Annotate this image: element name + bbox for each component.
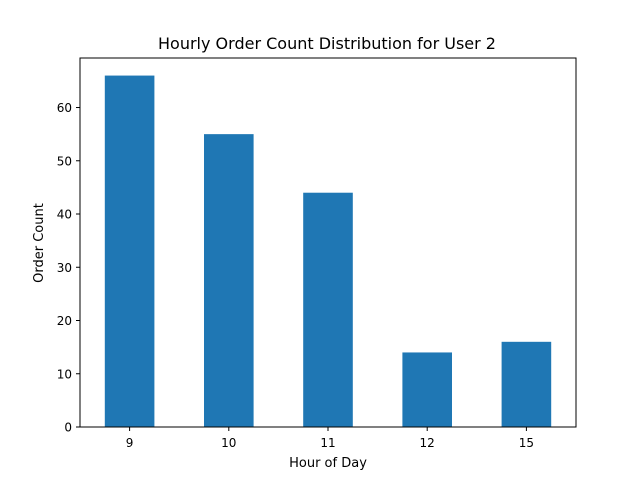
- bar-hour-11: [303, 192, 353, 427]
- bars-layer: [104, 75, 552, 427]
- x-tick-label: 15: [519, 436, 534, 450]
- x-tick-label: 10: [221, 436, 236, 450]
- plot-area-frame: [79, 57, 577, 428]
- x-tick-label: 11: [320, 436, 335, 450]
- y-tick-label: 40: [57, 208, 72, 222]
- y-tick-label: 30: [57, 261, 72, 275]
- x-axis-label: Hour of Day: [289, 456, 367, 471]
- y-axis-label: Order Count: [32, 203, 47, 283]
- y-tick-label: 60: [57, 101, 72, 115]
- x-tick-label: 9: [126, 436, 134, 450]
- bar-hour-15: [501, 341, 552, 427]
- y-tick-label: 10: [57, 367, 72, 381]
- y-tick-label: 0: [64, 421, 72, 435]
- x-tick-label: 12: [420, 436, 435, 450]
- bar-hour-12: [402, 352, 452, 427]
- chart-title: Hourly Order Count Distribution for User…: [158, 34, 496, 53]
- bar-hour-10: [204, 134, 254, 427]
- bar-hour-9: [104, 75, 155, 427]
- y-axis-ticks: 0 10 20 30 40 50 60: [57, 101, 80, 435]
- y-tick-label: 20: [57, 314, 72, 328]
- x-axis-ticks: 9 10 11 12 15: [126, 427, 534, 450]
- y-tick-label: 50: [57, 154, 72, 168]
